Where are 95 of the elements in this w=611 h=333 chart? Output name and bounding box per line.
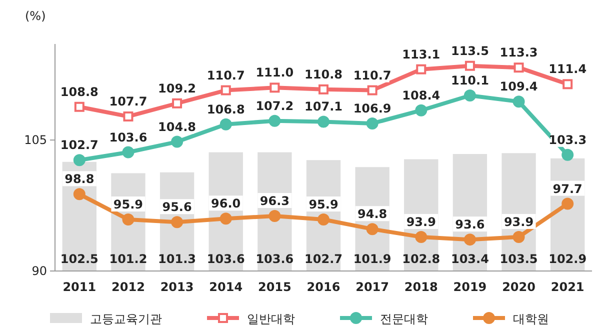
data-label: 107.1 bbox=[304, 100, 342, 114]
data-label: 103.3 bbox=[548, 132, 587, 147]
x-tick-label: 2016 bbox=[306, 280, 340, 294]
point bbox=[366, 223, 378, 236]
point bbox=[512, 96, 525, 108]
y-tick-label: 105 bbox=[24, 133, 47, 148]
x-tick-label: 2017 bbox=[356, 280, 390, 294]
point bbox=[268, 210, 281, 222]
legend-label: 전문대학 bbox=[380, 312, 428, 326]
point bbox=[270, 82, 280, 93]
point bbox=[318, 213, 330, 226]
point bbox=[122, 213, 134, 226]
x-tick-label: 2012 bbox=[112, 280, 145, 294]
data-label: 102.8 bbox=[402, 252, 440, 266]
point bbox=[318, 116, 330, 128]
data-label: 101.2 bbox=[109, 252, 148, 266]
point bbox=[220, 118, 232, 130]
data-label: 113.3 bbox=[500, 46, 538, 60]
data-label: 106.9 bbox=[353, 101, 392, 116]
data-label: 102.9 bbox=[548, 252, 587, 266]
data-label: 93.9 bbox=[504, 214, 534, 229]
point bbox=[73, 188, 86, 200]
data-label: 110.7 bbox=[353, 68, 392, 82]
point bbox=[73, 154, 86, 166]
data-label: 102.7 bbox=[60, 138, 98, 152]
data-label: 109.4 bbox=[500, 80, 538, 94]
data-label: 108.4 bbox=[402, 88, 440, 102]
point bbox=[220, 212, 232, 225]
x-tick-label: 2019 bbox=[453, 280, 487, 294]
x-tick-label: 2021 bbox=[550, 280, 584, 294]
legend-label: 고등교육기관 bbox=[90, 312, 162, 326]
data-label: 110.1 bbox=[450, 74, 489, 88]
point bbox=[366, 117, 378, 130]
data-label: 110.8 bbox=[304, 67, 342, 82]
point bbox=[464, 90, 476, 102]
data-label: 94.8 bbox=[358, 207, 388, 222]
data-label: 101.3 bbox=[158, 252, 196, 266]
data-label: 110.7 bbox=[206, 68, 245, 82]
data-label: 107.7 bbox=[109, 94, 148, 108]
point bbox=[562, 79, 573, 90]
point bbox=[514, 62, 524, 73]
point bbox=[415, 230, 428, 243]
point bbox=[464, 234, 476, 246]
x-tick-label: 2014 bbox=[209, 280, 243, 294]
point bbox=[268, 114, 281, 127]
data-label: 113.1 bbox=[402, 47, 440, 62]
data-label: 107.2 bbox=[256, 98, 294, 113]
point bbox=[171, 136, 184, 148]
data-label: 102.7 bbox=[304, 252, 342, 266]
data-label: 109.2 bbox=[158, 81, 196, 96]
data-label: 93.6 bbox=[455, 218, 485, 232]
data-label: 113.5 bbox=[450, 44, 489, 58]
x-tick-label: 2013 bbox=[160, 280, 194, 294]
data-label: 95.6 bbox=[162, 200, 192, 214]
x-tick-label: 2011 bbox=[62, 280, 96, 294]
data-label: 103.5 bbox=[500, 252, 538, 266]
x-tick-label: 2020 bbox=[502, 280, 536, 294]
data-label: 96.3 bbox=[260, 194, 290, 208]
point bbox=[123, 111, 134, 122]
x-tick-label: 2015 bbox=[258, 280, 292, 294]
point bbox=[220, 85, 231, 96]
data-label: 111.4 bbox=[548, 62, 587, 76]
point bbox=[367, 85, 378, 96]
data-label: 111.0 bbox=[256, 66, 294, 80]
point bbox=[122, 146, 134, 158]
y-tick-label: 90 bbox=[32, 264, 47, 278]
data-label: 103.6 bbox=[109, 130, 148, 144]
point bbox=[512, 230, 525, 243]
point bbox=[318, 84, 328, 94]
point bbox=[464, 60, 475, 71]
data-label: 96.0 bbox=[211, 196, 241, 211]
y-axis-title: (%) bbox=[25, 9, 46, 23]
data-label: 103.6 bbox=[206, 252, 245, 266]
data-label: 101.9 bbox=[353, 252, 392, 266]
data-label: 104.8 bbox=[158, 120, 196, 134]
data-label: 93.9 bbox=[406, 214, 436, 229]
data-label: 106.8 bbox=[206, 102, 245, 116]
point bbox=[74, 102, 84, 112]
data-label: 98.8 bbox=[64, 172, 94, 186]
point bbox=[172, 98, 182, 108]
data-label: 108.8 bbox=[60, 84, 98, 99]
data-label: 103.6 bbox=[256, 252, 294, 266]
x-tick-label: 2018 bbox=[404, 280, 438, 294]
point bbox=[416, 64, 426, 74]
data-label: 103.4 bbox=[450, 252, 489, 266]
data-label: 95.9 bbox=[113, 197, 144, 212]
data-label: 97.7 bbox=[552, 182, 582, 196]
data-label: 102.5 bbox=[60, 252, 98, 266]
point bbox=[562, 148, 574, 161]
point bbox=[171, 216, 184, 228]
data-label: 95.9 bbox=[308, 197, 338, 212]
point bbox=[415, 104, 428, 116]
point bbox=[562, 198, 574, 210]
legend-label: 일반대학 bbox=[247, 312, 295, 326]
legend-label: 대학원 bbox=[513, 312, 549, 326]
